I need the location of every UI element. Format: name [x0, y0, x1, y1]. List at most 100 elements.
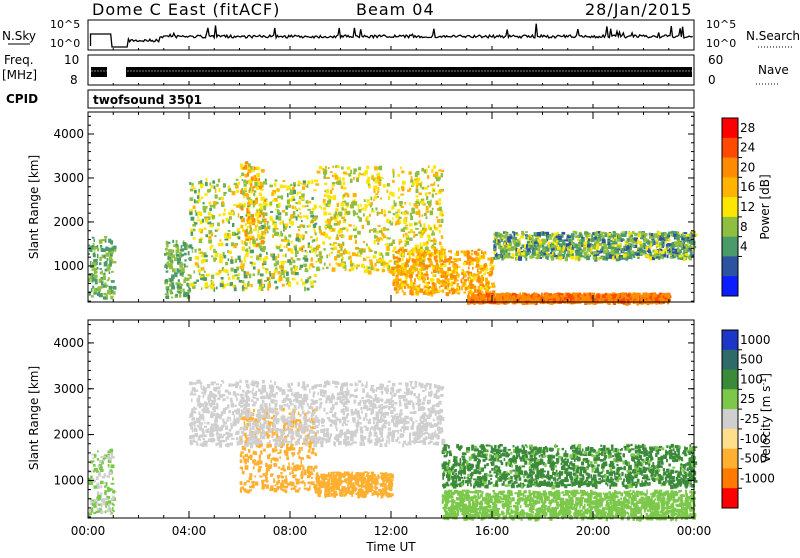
- heatmap-cell: [314, 275, 317, 277]
- heatmap-cell: [588, 294, 590, 297]
- heatmap-cell: [518, 256, 522, 260]
- heatmap-cell: [291, 221, 294, 226]
- heatmap-cell: [661, 251, 665, 254]
- heatmap-cell: [341, 207, 343, 210]
- heatmap-cell: [297, 258, 301, 260]
- heatmap-cell: [198, 265, 200, 268]
- heatmap-cell: [442, 282, 446, 286]
- heatmap-cell: [253, 266, 256, 269]
- heatmap-cell: [483, 252, 485, 256]
- heatmap-cell: [345, 193, 348, 196]
- power-heatmap-cells: [88, 161, 697, 306]
- heatmap-cell: [100, 481, 104, 484]
- heatmap-cell: [93, 505, 96, 508]
- heatmap-cell: [291, 252, 293, 254]
- heatmap-cell: [375, 186, 377, 188]
- heatmap-cell: [539, 245, 542, 248]
- heatmap-cell: [415, 228, 419, 230]
- heatmap-cell: [244, 165, 247, 169]
- heatmap-cell: [441, 255, 443, 260]
- heatmap-cell: [437, 208, 439, 211]
- heatmap-cell: [189, 288, 191, 292]
- heatmap-cell: [428, 265, 431, 268]
- heatmap-cell: [677, 250, 679, 253]
- heatmap-cell: [399, 241, 402, 243]
- heatmap-cell: [425, 192, 428, 196]
- heatmap-cell: [92, 454, 94, 456]
- heatmap-cell: [511, 236, 513, 238]
- heatmap-cell: [211, 255, 213, 257]
- heatmap-cell: [326, 177, 330, 179]
- heatmap-cell: [166, 296, 169, 299]
- heatmap-cell: [480, 265, 484, 268]
- heatmap-cell: [645, 246, 648, 250]
- heatmap-cell: [356, 254, 359, 257]
- heatmap-cell: [250, 262, 253, 264]
- heatmap-cell: [262, 284, 264, 287]
- heatmap-cell: [175, 282, 178, 285]
- heatmap-cell: [558, 297, 560, 299]
- heatmap-cell: [315, 261, 317, 263]
- heatmap-cell: [167, 289, 169, 293]
- heatmap-cell: [506, 246, 508, 248]
- heatmap-cell: [473, 277, 476, 281]
- heatmap-cell: [403, 218, 406, 222]
- heatmap-cell: [323, 211, 327, 215]
- heatmap-cell: [258, 234, 261, 238]
- heatmap-cell: [567, 293, 569, 296]
- heatmap-cell: [614, 242, 618, 245]
- heatmap-cell: [518, 253, 520, 255]
- heatmap-cell: [298, 181, 301, 185]
- heatmap-cell: [578, 257, 580, 260]
- heatmap-cell: [654, 250, 658, 253]
- heatmap-cell: [178, 270, 181, 272]
- heatmap-cell: [439, 286, 441, 288]
- heatmap-cell: [324, 169, 326, 171]
- heatmap-cell: [317, 171, 321, 174]
- noise-trace: [91, 24, 693, 47]
- heatmap-cell: [172, 240, 174, 243]
- heatmap-cell: [98, 465, 100, 467]
- heatmap-cell: [555, 233, 557, 236]
- heatmap-cell: [456, 288, 458, 291]
- heatmap-cell: [243, 196, 245, 199]
- heatmap-cell: [332, 267, 336, 271]
- heatmap-cell: [666, 246, 670, 248]
- heatmap-cell: [638, 231, 641, 234]
- heatmap-cell: [112, 496, 115, 500]
- heatmap-cell: [89, 245, 91, 247]
- heatmap-cell: [567, 246, 570, 249]
- heatmap-cell: [542, 242, 545, 245]
- heatmap-cell: [416, 171, 419, 175]
- heatmap-cell: [435, 283, 437, 288]
- heatmap-cell: [216, 202, 219, 205]
- heatmap-cell: [198, 248, 201, 251]
- heatmap-cell: [104, 262, 108, 267]
- heatmap-cell: [255, 228, 257, 231]
- heatmap-cell: [426, 211, 430, 213]
- heatmap-cell: [341, 167, 344, 170]
- heatmap-cell: [377, 212, 379, 216]
- heatmap-cell: [447, 284, 449, 288]
- heatmap-cell: [481, 255, 485, 259]
- heatmap-cell: [219, 214, 222, 217]
- heatmap-cell: [282, 262, 285, 265]
- heatmap-cell: [298, 412, 300, 416]
- heatmap-cell: [103, 501, 106, 505]
- heatmap-cell: [303, 264, 306, 267]
- heatmap-cell: [253, 262, 256, 265]
- heatmap-cell: [178, 260, 180, 263]
- heatmap-cell: [225, 270, 229, 274]
- heatmap-cell: [647, 254, 649, 258]
- heatmap-cell: [166, 287, 168, 289]
- heatmap-cell: [200, 185, 203, 188]
- heatmap-cell: [305, 270, 309, 273]
- heatmap-cell: [618, 243, 621, 245]
- heatmap-cell: [295, 251, 299, 255]
- heatmap-cell: [484, 288, 487, 290]
- heatmap-cell: [464, 271, 466, 273]
- heatmap-cell: [223, 213, 226, 216]
- heatmap-cell: [627, 294, 630, 297]
- heatmap-cell: [425, 253, 427, 257]
- heatmap-cell: [428, 192, 431, 194]
